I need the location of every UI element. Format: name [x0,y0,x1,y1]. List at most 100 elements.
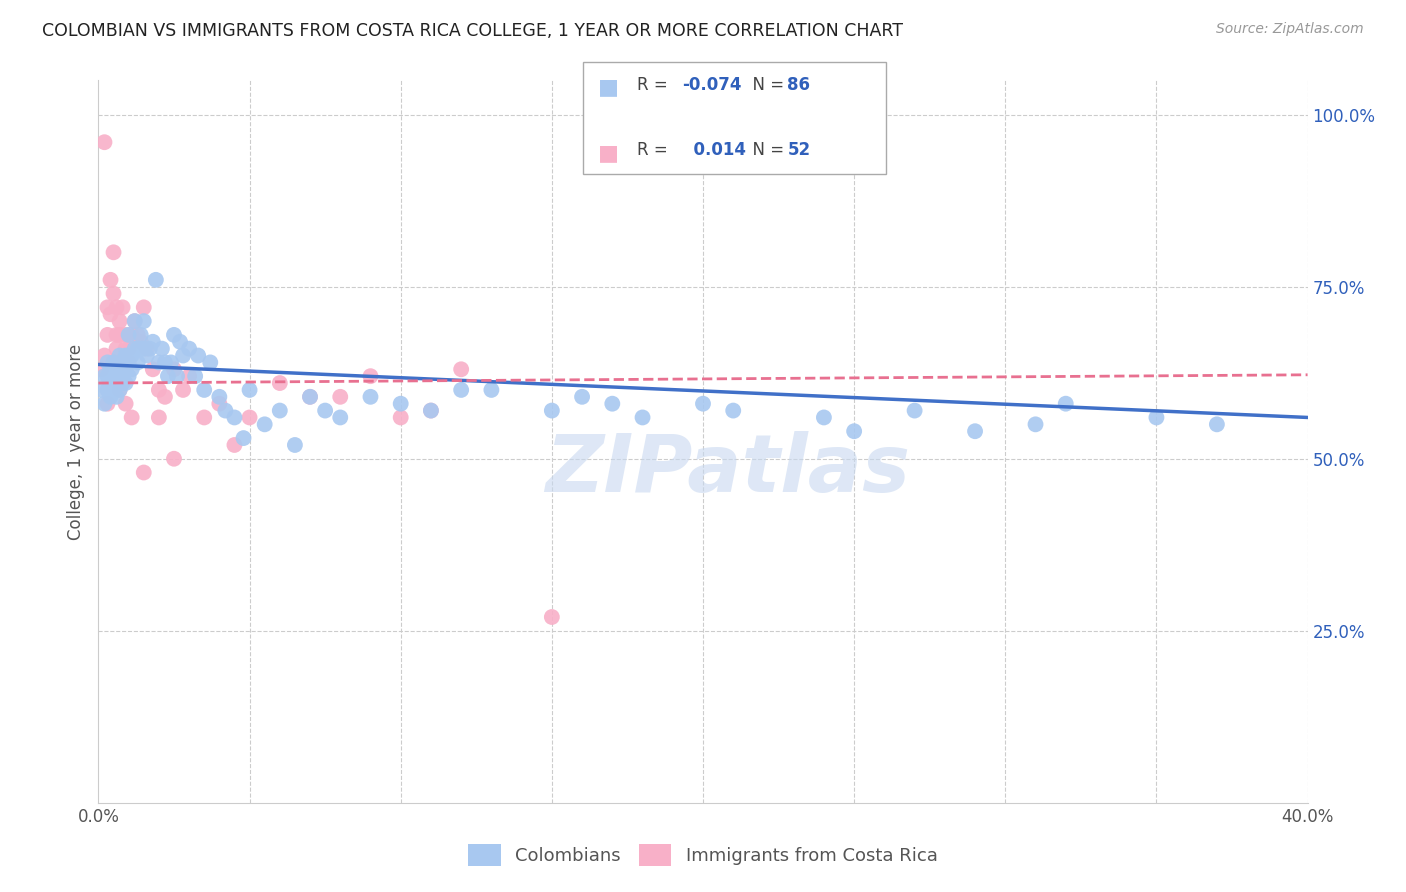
Point [100,390,122,404]
Point [96,355,118,369]
Point [96,301,118,315]
Point [135,342,157,356]
Point [269,376,291,390]
Point [1024,417,1046,432]
Point [166,369,188,384]
Point [172,349,194,363]
Point [232,431,254,445]
Point [132,466,155,480]
Point [100,376,122,390]
Point [389,397,412,411]
Point [124,342,146,356]
Point [90,362,112,376]
Point [103,369,125,384]
Point [108,327,131,342]
Point [114,362,136,376]
Point [93,369,115,384]
Point [132,342,155,356]
Point [163,327,186,342]
Y-axis label: College, 1 year or more: College, 1 year or more [66,343,84,540]
Point [105,342,128,356]
Point [103,355,125,369]
Point [108,349,131,363]
Point [179,369,201,384]
Text: 0.014: 0.014 [682,141,747,159]
Point [114,342,136,356]
Point [153,390,176,404]
Point [481,383,503,397]
Point [904,403,927,417]
Point [239,383,262,397]
Point [129,342,152,356]
Point [121,362,143,376]
Point [118,369,141,384]
Point [105,376,128,390]
Point [813,410,835,425]
Point [844,424,866,438]
Point [1054,397,1077,411]
Point [1206,417,1229,432]
Point [108,383,131,397]
Point [150,342,173,356]
Point [139,342,162,356]
Text: Source: ZipAtlas.com: Source: ZipAtlas.com [1216,22,1364,37]
Point [253,417,276,432]
Legend: Colombians, Immigrants from Costa Rica: Colombians, Immigrants from Costa Rica [461,837,945,873]
Point [172,383,194,397]
Point [148,410,170,425]
Point [96,397,118,411]
Point [723,403,745,417]
Point [105,390,128,404]
Point [90,383,112,397]
Text: -0.074: -0.074 [682,76,741,94]
Point [96,369,118,384]
Point [93,135,115,149]
Point [121,349,143,363]
Point [100,273,122,287]
Point [269,403,291,417]
Point [118,342,141,356]
Point [360,390,382,404]
Point [450,383,472,397]
Point [184,369,207,384]
Point [129,327,152,342]
Point [108,383,131,397]
Point [193,383,215,397]
Point [127,342,149,356]
Text: 86: 86 [787,76,810,94]
Point [103,383,125,397]
Point [540,403,562,417]
Point [105,369,128,384]
Point [450,362,472,376]
Point [631,410,654,425]
Point [132,314,155,328]
Point [132,301,155,315]
Point [121,410,143,425]
Point [114,397,136,411]
Point [160,355,183,369]
Point [96,383,118,397]
Point [129,334,152,349]
Point [299,390,322,404]
Point [571,390,593,404]
Point [145,273,167,287]
Point [121,327,143,342]
Point [124,314,146,328]
Point [103,355,125,369]
Point [208,397,231,411]
Text: COLOMBIAN VS IMMIGRANTS FROM COSTA RICA COLLEGE, 1 YEAR OR MORE CORRELATION CHAR: COLOMBIAN VS IMMIGRANTS FROM COSTA RICA … [42,22,903,40]
Point [299,390,322,404]
Point [105,301,128,315]
Point [153,355,176,369]
Point [148,355,170,369]
Point [208,390,231,404]
Point [100,362,122,376]
Point [105,327,128,342]
Text: ZIPatlas: ZIPatlas [544,432,910,509]
Text: ■: ■ [598,143,619,162]
Point [169,334,191,349]
Point [127,327,149,342]
Point [135,349,157,363]
Point [93,349,115,363]
Point [284,438,307,452]
